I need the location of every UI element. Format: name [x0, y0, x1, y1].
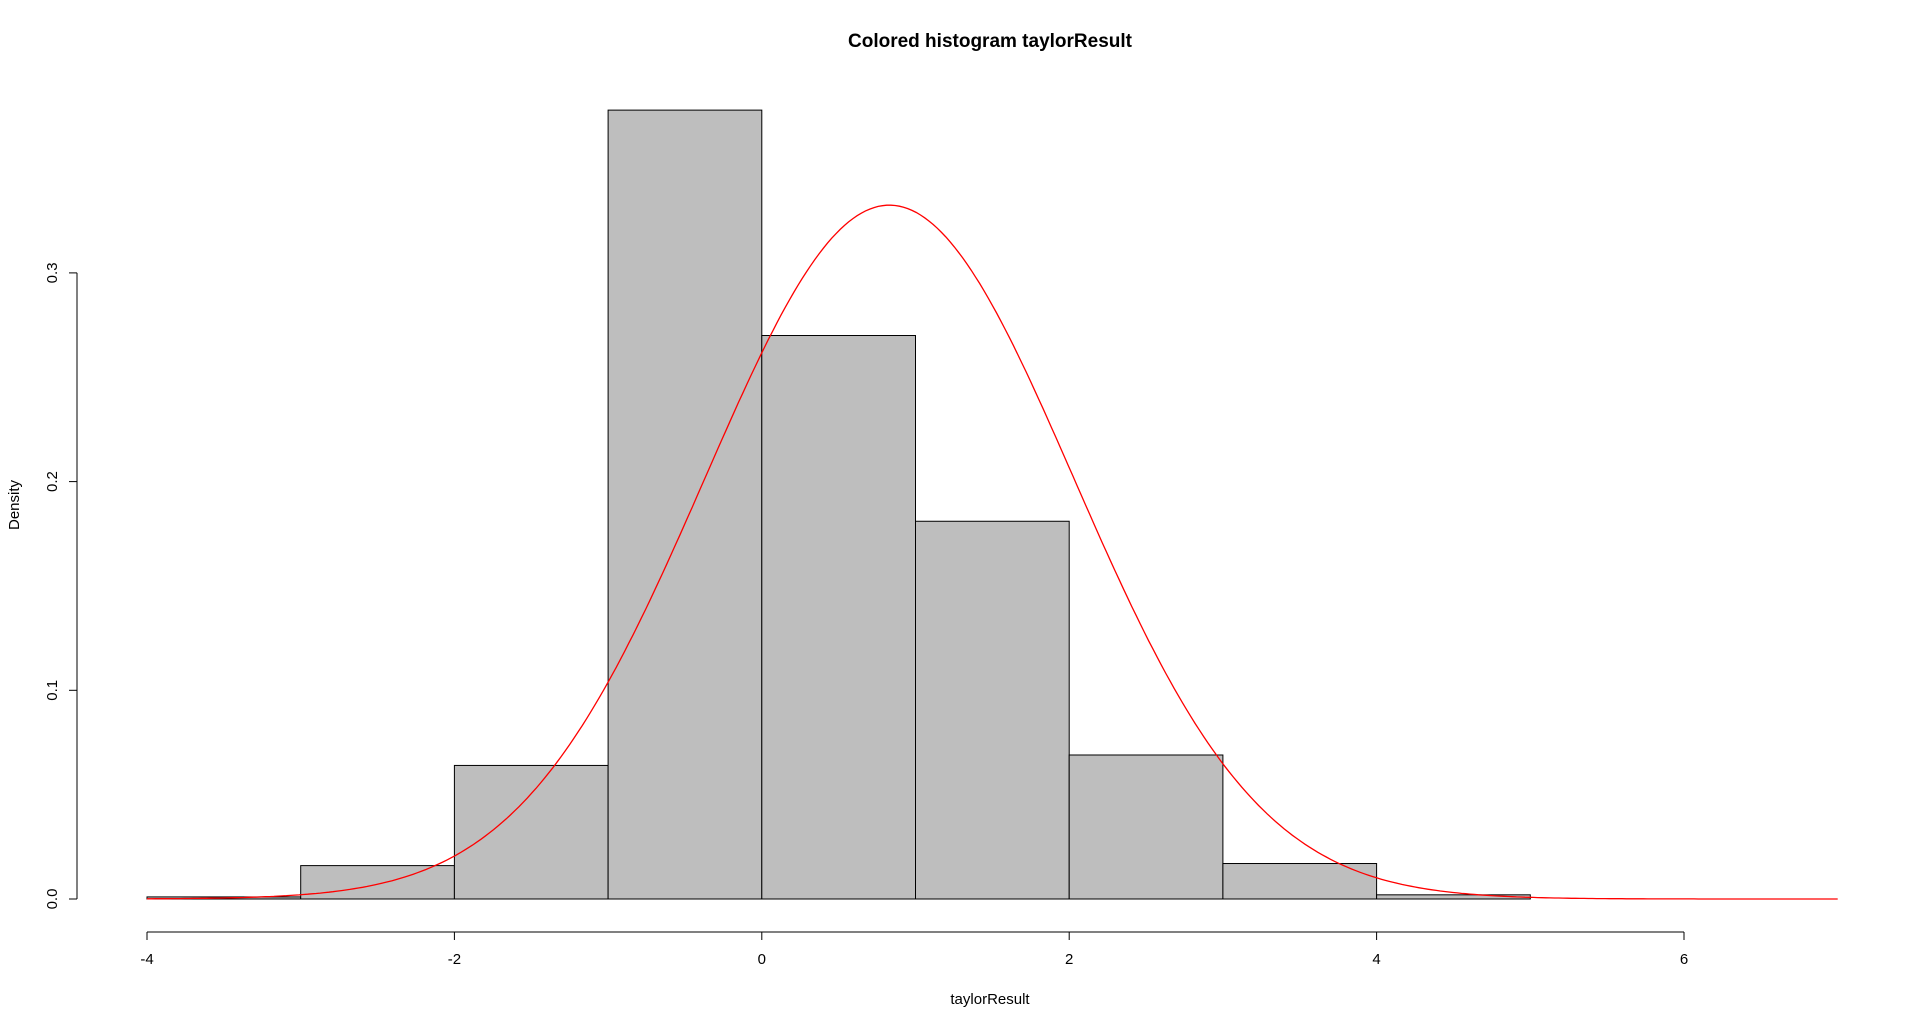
histogram-bar	[1222, 863, 1378, 900]
histogram-bar	[761, 335, 916, 900]
histogram-bar	[453, 764, 609, 900]
x-axis-label: taylorResult	[950, 991, 1030, 1008]
x-tick-label: -4	[140, 951, 153, 968]
x-axis: -4 -2 0 2 4 6	[140, 931, 1688, 968]
x-tick-label: 4	[1372, 951, 1380, 968]
y-tick-label: 0.2	[44, 471, 61, 492]
histogram-bar	[300, 865, 455, 900]
x-tick-label: 2	[1065, 951, 1073, 968]
y-tick-label: 0.0	[44, 889, 61, 910]
y-axis-label: Density	[6, 479, 23, 530]
x-tick-label: 6	[1680, 951, 1688, 968]
y-tick-label: 0.1	[44, 680, 61, 701]
x-tick-label: -2	[448, 951, 461, 968]
y-tick-label: 0.3	[44, 262, 61, 283]
chart-title: Colored histogram taylorResult	[848, 31, 1133, 52]
y-axis: 0.0 0.1 0.2 0.3	[44, 262, 78, 910]
histogram-bar	[1068, 754, 1224, 900]
density-curve	[147, 204, 1838, 900]
histogram-bar	[915, 520, 1070, 900]
histogram-bars	[146, 109, 1531, 900]
density-curve-layer	[147, 204, 1838, 900]
histogram-bar	[607, 109, 763, 900]
x-tick-label: 0	[758, 951, 766, 968]
